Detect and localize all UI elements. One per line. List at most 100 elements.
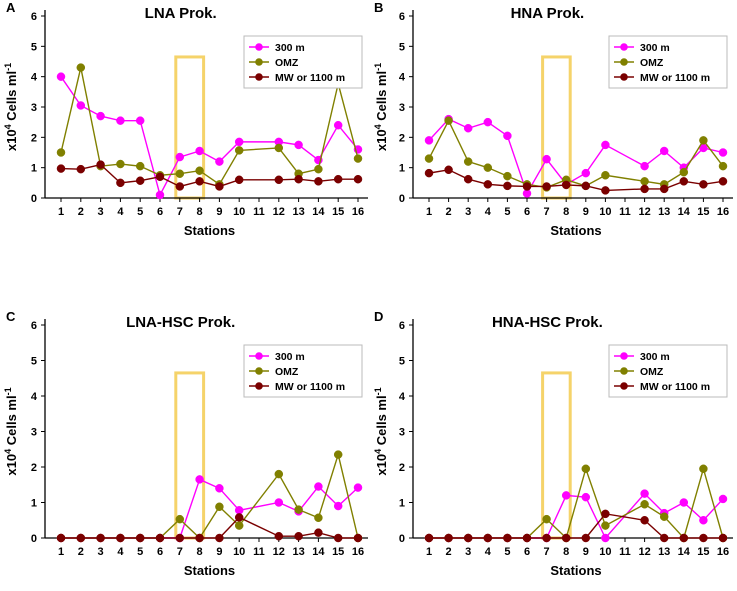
data-point-mw-1100m [503,533,512,543]
data-point-mw-1100m [215,182,224,191]
y-tick-label: 6 [31,320,37,332]
data-point-mw-1100m [175,182,185,191]
data-point-300m [175,152,185,162]
data-point-omz [274,143,284,153]
x-tick-label: 16 [717,546,729,558]
data-point-mw-1100m [314,528,323,537]
data-point-omz [195,166,204,175]
y-axis-label-part: 4 [373,449,383,454]
data-point-mw-1100m [274,175,284,185]
x-tick-label: 11 [253,206,265,218]
data-point-omz [215,502,224,512]
legend-label-300m: 300 m [640,351,670,363]
legend-marker-omz [620,58,628,66]
y-tick-label: 2 [399,132,405,144]
data-point-300m [234,506,244,515]
x-tick-label: 9 [216,546,222,558]
data-point-mw-1100m [116,533,125,543]
data-point-300m [679,498,689,507]
legend-marker-300m [255,352,263,360]
x-tick-label: 12 [638,206,650,218]
data-point-300m [333,501,343,511]
x-tick-label: 12 [273,206,285,218]
x-tick-label: 3 [98,206,104,218]
x-tick-label: 5 [504,546,510,558]
y-tick-label: 3 [399,102,405,114]
data-point-300m [424,136,434,145]
y-axis-label-part: -1 [3,63,13,71]
y-axis-label-part: Cells ml [4,395,19,448]
legend-label-omz: OMZ [275,366,299,378]
x-tick-label: 1 [58,546,64,558]
y-tick-label: 0 [31,533,37,545]
y-tick-label: 3 [31,427,37,439]
data-point-300m [581,492,591,502]
legend-marker-mw-1100m [255,382,263,390]
series-line-omz [61,451,359,540]
y-tick-label: 0 [399,193,405,205]
panel-letter: C [6,309,16,324]
data-point-mw-1100m [444,533,453,543]
x-tick-label: 14 [312,206,325,218]
x-tick-label: 10 [233,206,245,218]
data-point-mw-1100m [640,516,649,525]
data-point-mw-1100m [195,533,204,543]
data-point-300m [581,168,591,178]
x-tick-label: 2 [78,546,84,558]
x-tick-label: 12 [638,546,650,558]
data-point-omz [116,159,125,169]
data-point-300m [135,116,145,125]
data-point-300m [155,190,165,200]
data-point-mw-1100m [353,174,363,184]
y-axis-label: x104 Cells ml-1 [3,63,19,151]
y-axis-label-part: Cells ml [374,395,389,448]
legend-marker-mw-1100m [620,73,628,81]
x-tick-label: 2 [446,206,452,218]
data-point-mw-1100m [503,181,512,191]
x-tick-label: 7 [177,546,183,558]
x-tick-label: 4 [485,206,492,218]
data-point-omz [333,450,343,459]
data-point-mw-1100m [56,533,66,543]
y-axis-label-part: x10 [4,129,19,151]
legend-label-mw-1100m: MW or 1100 m [640,381,710,393]
data-point-mw-1100m [718,177,728,186]
data-point-300m [561,491,571,500]
x-tick-label: 6 [524,546,530,558]
data-point-omz [353,154,363,163]
y-tick-label: 2 [399,462,405,474]
data-point-mw-1100m [699,180,708,189]
y-axis-label-part: -1 [3,387,13,395]
y-axis-label: x104 Cells ml-1 [373,387,389,475]
data-point-mw-1100m [314,177,323,186]
x-axis-label: Stations [550,223,601,238]
data-point-mw-1100m [601,186,610,195]
legend-label-mw-1100m: MW or 1100 m [275,381,345,393]
x-tick-label: 2 [446,546,452,558]
data-point-mw-1100m [155,172,165,182]
data-point-mw-1100m [135,533,145,543]
series-line-mw-1100m [60,163,358,188]
y-tick-label: 6 [399,320,405,332]
data-point-mw-1100m [56,164,66,173]
data-point-omz [175,169,185,178]
legend-label-mw-1100m: MW or 1100 m [275,72,345,84]
data-point-omz [659,512,669,521]
y-tick-label: 0 [399,533,405,545]
data-point-300m [215,484,224,493]
data-point-300m [314,482,323,491]
chart-title: HNA Prok. [511,5,585,22]
data-point-omz [56,148,66,157]
data-point-mw-1100m [135,176,145,185]
x-axis-label: Stations [184,223,235,238]
y-tick-label: 4 [31,72,38,84]
y-tick-label: 5 [31,356,37,368]
data-point-300m [659,146,669,156]
data-point-mw-1100m [234,175,244,185]
data-point-omz [699,136,708,145]
chart-title: LNA Prok. [145,5,217,22]
legend-label-300m: 300 m [275,42,305,54]
x-tick-label: 11 [619,546,631,558]
y-axis-label-part: x10 [4,454,19,476]
x-tick-label: 10 [233,546,245,558]
